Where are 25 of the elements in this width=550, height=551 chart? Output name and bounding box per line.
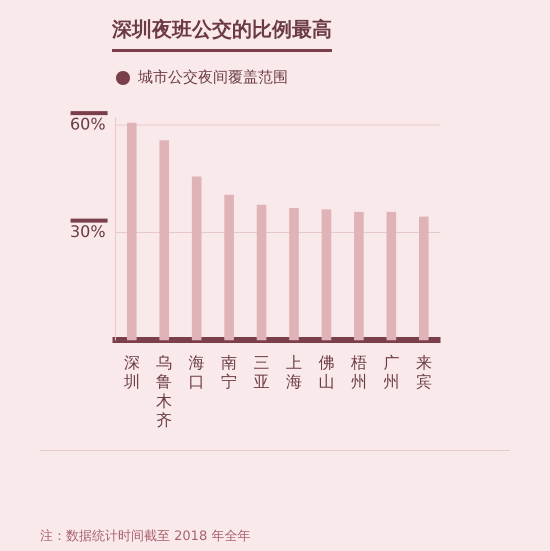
bar	[289, 208, 299, 340]
x-tick-label: 广州	[383, 352, 400, 392]
bar	[192, 176, 202, 340]
x-tick-label: 来宾	[416, 352, 432, 392]
bar	[418, 216, 429, 340]
x-tick-label: 海口	[188, 352, 205, 392]
bar	[256, 204, 266, 340]
x-tick-label: 三亚	[254, 352, 270, 392]
x-tick-label: 乌鲁木齐	[156, 352, 172, 430]
x-tick-label: 深圳	[122, 352, 140, 392]
bar	[322, 209, 332, 340]
chart-title: 深圳夜班公交的比例最高	[112, 16, 332, 52]
bar	[354, 212, 364, 340]
y-tick-label: 30%	[70, 222, 106, 241]
bar	[386, 212, 396, 340]
bar	[126, 122, 137, 340]
bar	[224, 194, 234, 340]
y-tick-label: 60%	[70, 114, 106, 134]
text: 城市公交夜间覆盖范围	[138, 68, 288, 87]
text: 注：数据统计时间截至 2018 年全年	[40, 528, 250, 545]
x-tick-label: 梧州	[350, 352, 367, 392]
bar	[159, 140, 170, 340]
x-tick-label: 上海	[286, 352, 302, 392]
x-tick-label: 佛山	[318, 352, 334, 392]
x-tick-label: 南宁	[221, 352, 238, 392]
